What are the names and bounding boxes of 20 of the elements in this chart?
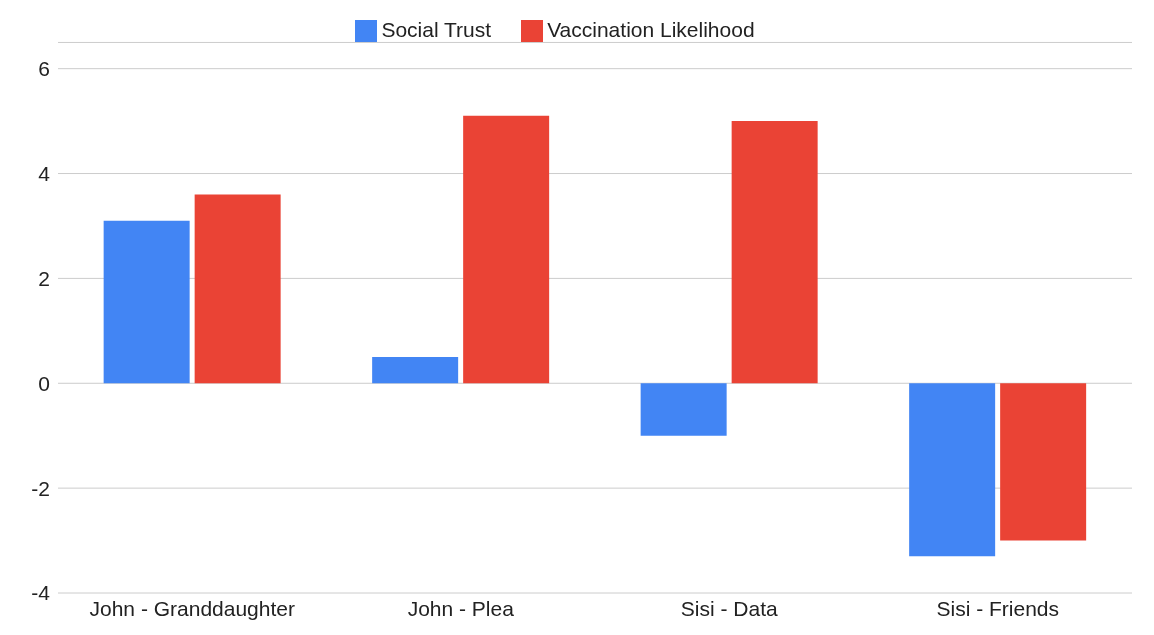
x-tick-label: Sisi - Data	[680, 596, 778, 620]
bar	[1000, 383, 1087, 541]
y-tick-label: 2	[38, 266, 50, 290]
x-tick-label: John - Granddaughter	[89, 596, 295, 620]
y-tick-label: 4	[38, 161, 51, 185]
x-tick-label: Sisi - Friends	[936, 596, 1060, 620]
y-tick-label: -4	[31, 581, 51, 605]
legend-label: Social Trust	[381, 18, 492, 41]
legend-label: Vaccination Likelihood	[547, 18, 755, 41]
y-tick-label: 6	[38, 57, 50, 81]
bar	[103, 220, 190, 384]
x-tick-label: John - Plea	[407, 596, 515, 620]
y-tick-label: -2	[31, 476, 50, 500]
bar	[640, 383, 727, 436]
bar	[194, 194, 281, 384]
bar	[909, 383, 996, 557]
y-tick-label: 0	[38, 371, 50, 395]
bar	[731, 121, 818, 384]
bar	[372, 357, 459, 384]
bar	[463, 115, 550, 384]
